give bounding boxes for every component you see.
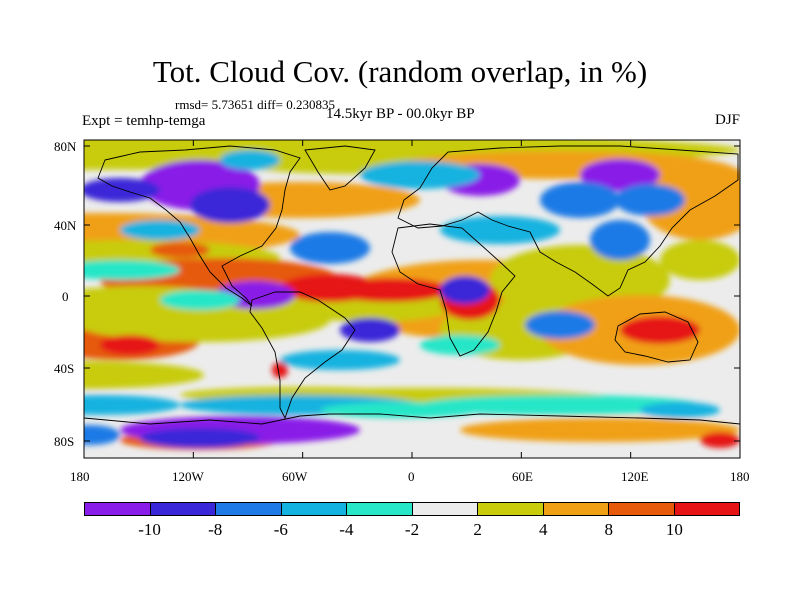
cloud-anomaly-patch bbox=[290, 232, 370, 264]
colorbar-swatch bbox=[478, 503, 544, 515]
cloud-anomaly-patch bbox=[280, 350, 400, 370]
cloud-anomaly-patch bbox=[580, 159, 660, 191]
lon-tick-120w: 120W bbox=[172, 469, 204, 484]
cloud-anomaly-patch bbox=[84, 395, 180, 415]
lat-tick-40n: 40N bbox=[54, 218, 77, 233]
colorbar-label: -2 bbox=[404, 520, 420, 539]
cloud-anomaly-patch bbox=[420, 395, 700, 415]
cloud-anomaly-patch bbox=[340, 318, 400, 342]
cloud-anomaly-patch bbox=[84, 178, 160, 202]
colorbar-swatch bbox=[347, 503, 413, 515]
colorbar bbox=[84, 502, 740, 516]
cloud-anomaly-patch bbox=[140, 428, 260, 448]
cloud-anomaly-patch bbox=[640, 160, 740, 240]
cloud-anomaly-patch bbox=[640, 402, 720, 418]
colorbar-swatch bbox=[150, 503, 216, 515]
lon-tick-120e: 120E bbox=[621, 469, 649, 484]
colorbar-label: 10 bbox=[665, 520, 683, 539]
cloud-anomaly-patch bbox=[540, 182, 620, 218]
cloud-anomaly-patch bbox=[525, 311, 595, 339]
cloud-anomaly-patch bbox=[84, 298, 330, 342]
colorbar-swatch bbox=[216, 503, 282, 515]
cloud-anomaly-patch bbox=[272, 362, 288, 378]
colorbar-swatch bbox=[543, 503, 609, 515]
cloud-anomaly-patch bbox=[440, 216, 560, 244]
colorbar-swatch bbox=[281, 503, 347, 515]
lon-tick-180w: 180 bbox=[70, 469, 90, 484]
cloud-anomaly-patch bbox=[360, 161, 480, 189]
colorbar-swatch bbox=[609, 503, 675, 515]
cloud-anomaly-patch bbox=[460, 418, 740, 442]
lon-tick-180e: 180 bbox=[730, 469, 750, 484]
coastlines bbox=[84, 145, 740, 425]
season-label: DJF bbox=[714, 112, 740, 128]
stats-label: rmsd= 5.73651 diff= 0.230835 bbox=[175, 97, 335, 112]
cloud-anomaly-patch bbox=[84, 425, 120, 445]
cloud-anomaly-patch bbox=[620, 316, 700, 344]
lat-tick-40s: 40S bbox=[54, 361, 75, 376]
colorbar-label: 2 bbox=[473, 520, 482, 539]
colorbar-swatch bbox=[412, 503, 478, 515]
lat-tick-0: 0 bbox=[62, 289, 69, 304]
colorbar-label: -8 bbox=[208, 520, 223, 539]
coast-antarctica bbox=[84, 413, 740, 425]
coast-greenland bbox=[304, 145, 376, 191]
colorbar-label: -4 bbox=[339, 520, 354, 539]
cloud-anomaly-patch bbox=[150, 242, 210, 258]
cloud-anomaly-patch bbox=[84, 260, 180, 280]
tick-marks bbox=[83, 140, 741, 458]
cloud-anomaly-patch bbox=[700, 432, 740, 448]
coast-north-america bbox=[97, 145, 301, 307]
lon-tick-60w: 60W bbox=[282, 469, 308, 484]
cloud-anomaly-patch bbox=[160, 290, 240, 310]
period-label: 14.5kyr BP - 00.0kyr BP bbox=[326, 106, 475, 122]
cloud-anomaly-patch bbox=[330, 278, 450, 302]
cloud-field bbox=[84, 140, 740, 458]
map-title: Tot. Cloud Cov. (random overlap, in %) bbox=[152, 54, 648, 89]
cloud-anomaly-patch bbox=[100, 335, 160, 355]
coast-eurasia bbox=[397, 145, 739, 297]
cloud-anomaly-patch bbox=[120, 220, 200, 240]
colorbar-swatch bbox=[674, 503, 739, 515]
cloud-anomaly-patch bbox=[190, 187, 270, 223]
cloud-anomaly-patch bbox=[660, 240, 740, 280]
colorbar-label: -10 bbox=[138, 520, 161, 539]
cloud-anomaly-patch bbox=[440, 276, 490, 304]
colorbar-swatch bbox=[85, 503, 151, 515]
coast-africa bbox=[391, 223, 516, 357]
experiment-label: Expt = temhp-temga bbox=[82, 113, 206, 129]
lat-tick-80s: 80S bbox=[54, 434, 75, 449]
cloud-anomaly-patch bbox=[420, 335, 500, 355]
colorbar-label: -6 bbox=[273, 520, 288, 539]
lon-tick-0: 0 bbox=[408, 469, 415, 484]
lat-tick-80n: 80N bbox=[54, 139, 77, 154]
coast-south-america bbox=[249, 291, 356, 420]
cloud-anomaly-patch bbox=[84, 361, 204, 389]
colorbar-label: 4 bbox=[538, 520, 548, 539]
coast-australia bbox=[614, 311, 699, 363]
cloud-anomaly-patch bbox=[590, 220, 650, 260]
lon-tick-60e: 60E bbox=[512, 469, 533, 484]
cloud-anomaly-patch bbox=[220, 150, 280, 170]
cloud-anomaly-patch bbox=[615, 184, 685, 216]
colorbar-label: 8 bbox=[604, 520, 614, 539]
